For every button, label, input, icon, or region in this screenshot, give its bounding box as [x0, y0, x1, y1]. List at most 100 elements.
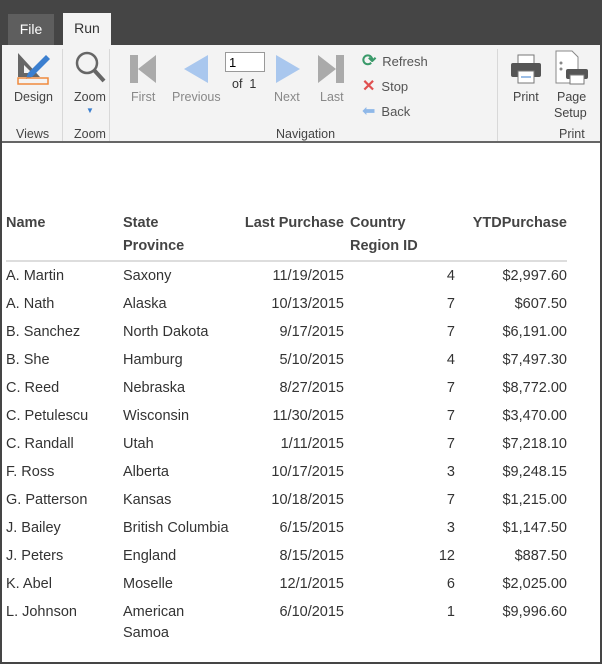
first-page-icon — [130, 55, 156, 83]
of-label: of — [232, 77, 243, 91]
cell-last-purchase: 5/10/2015 — [279, 352, 344, 368]
cell-name: J. Peters — [6, 548, 64, 564]
header-text: State — [123, 215, 159, 231]
cell-name: A. Nath — [6, 296, 55, 312]
cell-country-region-id: 3 — [446, 464, 455, 480]
cell-name: C. Petulescu — [6, 408, 89, 424]
table-row: L. Johnson American Samoa 6/10/2015 1 $9,996… — [6, 598, 567, 647]
cell-state-province: Moselle — [123, 576, 173, 592]
cell-ytd-purchase: $7,218.10 — [502, 436, 567, 452]
table-row: B. She Hamburg 5/10/2015 4 $7,497.30 — [6, 346, 567, 374]
header-text: Last Purchase — [244, 215, 344, 231]
cell-state-province: North Dakota — [123, 324, 209, 340]
cell-state-province: Saxony — [123, 268, 172, 284]
stop-icon: ✕ — [362, 78, 376, 95]
cell-ytd-purchase: $1,147.50 — [502, 520, 567, 536]
cell-country-region-id: 6 — [446, 576, 455, 592]
column-header-state-province: State Province — [117, 212, 230, 261]
cell-ytd-purchase: $7,497.30 — [502, 352, 567, 368]
cell-state-province: Nebraska — [123, 380, 186, 396]
cell-ytd-purchase: $6,191.00 — [502, 324, 567, 340]
cell-ytd-purchase: $607.50 — [514, 296, 567, 312]
cell-state-province: Wisconsin — [123, 408, 190, 424]
cell-name: K. Abel — [6, 576, 52, 592]
cell-last-purchase: 9/17/2015 — [279, 324, 344, 340]
header-row: Name State Province Last Purchase Country Reg… — [6, 212, 567, 261]
total-pages: 1 — [249, 77, 257, 91]
cell-state-province: Hamburg — [123, 352, 183, 368]
table-row: J. Peters England 8/15/2015 12 $887.50 — [6, 542, 567, 570]
zoom-group-label: Zoom — [74, 127, 106, 141]
column-header-last-purchase: Last Purchase — [230, 212, 344, 261]
refresh-button[interactable]: ⟳ Refresh — [362, 51, 428, 70]
cell-country-region-id: 7 — [446, 436, 455, 452]
chevron-down-icon: ▼ — [86, 106, 94, 115]
cell-last-purchase: 8/27/2015 — [279, 380, 344, 396]
report-table: Name State Province Last Purchase Country Reg… — [6, 212, 567, 647]
cell-name: J. Bailey — [6, 520, 61, 536]
table-row: C. Petulescu Wisconsin 11/30/2015 7 $3,470.0… — [6, 402, 567, 430]
header-text: Name — [6, 215, 46, 231]
tab-run[interactable]: Run — [63, 13, 111, 46]
views-group-label: Views — [16, 127, 50, 141]
refresh-icon: ⟳ — [362, 51, 377, 70]
cell-ytd-purchase: $2,997.60 — [502, 268, 567, 284]
cell-name: F. Ross — [6, 464, 55, 480]
cell-country-region-id: 4 — [446, 268, 455, 284]
cell-country-region-id: 3 — [446, 520, 455, 536]
cell-country-region-id: 7 — [446, 492, 455, 508]
back-arrow-icon: ⬅ — [362, 103, 376, 120]
tab-bar: File Run — [2, 0, 600, 46]
cell-last-purchase: 10/13/2015 — [271, 296, 344, 312]
cell-ytd-purchase: $9,996.60 — [502, 604, 567, 620]
cell-name: C. Reed — [6, 380, 60, 396]
header-text: Province — [123, 238, 185, 254]
cell-last-purchase: 6/15/2015 — [279, 520, 344, 536]
cell-state-province: Alberta — [123, 464, 169, 480]
divider — [109, 49, 110, 141]
cell-last-purchase: 8/15/2015 — [279, 548, 344, 564]
cell-country-region-id: 7 — [446, 324, 455, 340]
stop-button[interactable]: ✕ Stop — [362, 78, 409, 95]
table-row: C. Reed Nebraska 8/27/2015 7 $8,772.00 — [6, 374, 567, 402]
cell-state-province: England — [123, 548, 177, 564]
cell-name: G. Patterson — [6, 492, 88, 508]
column-header-country-region-id: Country Region ID — [344, 212, 455, 261]
header-text: Region ID — [350, 238, 418, 254]
cell-last-purchase: 10/17/2015 — [271, 464, 344, 480]
cell-name: A. Martin — [6, 268, 65, 284]
table-row: A. Nath Alaska 10/13/2015 7 $607.50 — [6, 290, 567, 318]
header-text: Country — [350, 215, 406, 231]
cell-name: L. Johnson — [6, 604, 77, 620]
cell-name: C. Randall — [6, 436, 74, 452]
cell-country-region-id: 7 — [446, 296, 455, 312]
cell-ytd-purchase: $2,025.00 — [502, 576, 567, 592]
table-row: A. Martin Saxony 11/19/2015 4 $2,997.60 — [6, 261, 567, 290]
cell-state-province: Kansas — [123, 492, 172, 508]
next-icon — [276, 55, 300, 83]
cell-state-province: Alaska — [123, 296, 167, 312]
cell-name: B. Sanchez — [6, 324, 81, 340]
divider — [62, 49, 63, 141]
table-row: C. Randall Utah 1/11/2015 7 $7,218.10 — [6, 430, 567, 458]
table-row: B. Sanchez North Dakota 9/17/2015 7 $6,191.0… — [6, 318, 567, 346]
back-button[interactable]: ⬅ Back — [362, 103, 411, 120]
table-row: F. Ross Alberta 10/17/2015 3 $9,248.15 — [6, 458, 567, 486]
cell-country-region-id: 7 — [446, 408, 455, 424]
page-number-input[interactable] — [225, 52, 265, 72]
last-page-icon — [318, 55, 344, 83]
divider — [497, 49, 498, 141]
ribbon: Design Views Zoom ▼ Zoom First Previous … — [2, 45, 600, 143]
cell-ytd-purchase: $887.50 — [514, 548, 567, 564]
cell-country-region-id: 4 — [446, 352, 455, 368]
cell-state-province: American Samoa — [123, 604, 185, 641]
column-header-ytd-purchase: YTDPurchase — [455, 212, 567, 261]
tab-file[interactable]: File — [8, 14, 54, 45]
cell-last-purchase: 12/1/2015 — [279, 576, 344, 592]
cell-ytd-purchase: $3,470.00 — [502, 408, 567, 424]
navigation-group-label: Navigation — [276, 127, 336, 141]
cell-state-province: British Columbia — [123, 520, 229, 536]
cell-ytd-purchase: $9,248.15 — [502, 464, 567, 480]
header-text: YTDPurchase — [472, 215, 567, 231]
table-row: K. Abel Moselle 12/1/2015 6 $2,025.00 — [6, 570, 567, 598]
